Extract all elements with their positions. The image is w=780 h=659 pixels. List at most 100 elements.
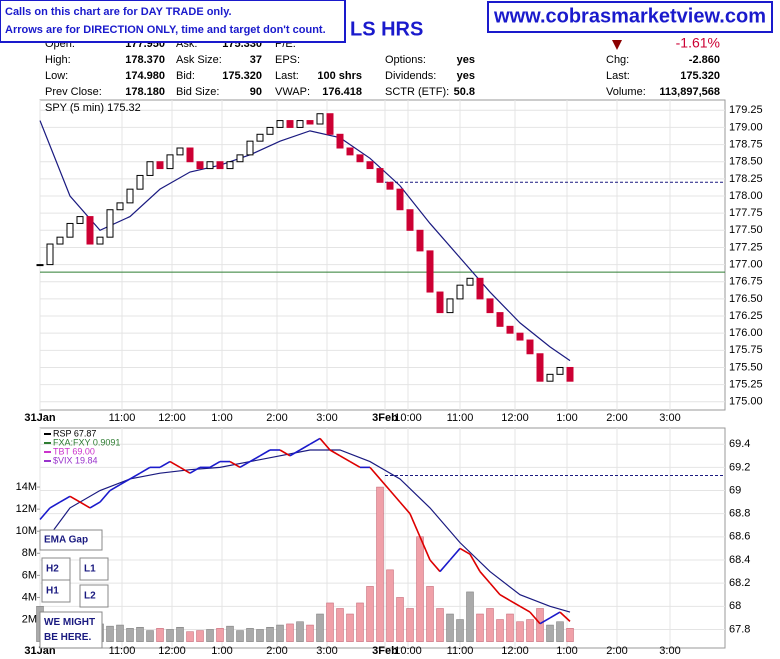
quote-value: 178.180 bbox=[125, 86, 165, 98]
volume-bar bbox=[346, 613, 354, 642]
y-tick-label: 175.75 bbox=[729, 344, 763, 356]
y-tick-label: 69.2 bbox=[729, 461, 750, 473]
volume-bar bbox=[306, 624, 314, 642]
volume-bar bbox=[426, 586, 434, 642]
quote-value: 176.418 bbox=[322, 86, 362, 98]
rsp-segment bbox=[349, 460, 361, 469]
y-tick-label: 176.75 bbox=[729, 276, 763, 288]
y-tick-label: 68.8 bbox=[729, 508, 750, 520]
rsp-segment bbox=[369, 466, 381, 480]
candle bbox=[206, 161, 214, 170]
volume-tick-label: 10M bbox=[16, 525, 37, 537]
annotation-text: EMA Gap bbox=[44, 535, 88, 546]
rsp-segment bbox=[319, 437, 331, 451]
candle bbox=[336, 133, 344, 149]
candle bbox=[66, 222, 74, 238]
candle bbox=[96, 236, 104, 245]
x-tick-label: 11:00 bbox=[447, 645, 474, 657]
rsp-segment bbox=[209, 460, 221, 469]
volume-bar bbox=[336, 608, 344, 642]
volume-bar bbox=[136, 626, 144, 642]
candle bbox=[196, 161, 204, 170]
candle bbox=[76, 216, 84, 224]
volume-bar bbox=[556, 621, 564, 642]
candle bbox=[306, 120, 314, 125]
candle bbox=[146, 161, 154, 176]
rsp-segment bbox=[409, 513, 421, 538]
quote-value: 100 shrs bbox=[317, 70, 362, 82]
x-tick-label: 11:00 bbox=[109, 412, 136, 424]
candle bbox=[156, 161, 164, 170]
y-tick-label: 69.4 bbox=[729, 438, 750, 450]
x-tick-label: 2:00 bbox=[606, 412, 627, 424]
x-tick-label: 12:00 bbox=[158, 412, 186, 424]
quote-label: Bid: bbox=[176, 70, 195, 82]
rsp-segment bbox=[49, 501, 61, 509]
quote-label: High: bbox=[45, 54, 71, 66]
volume-bar bbox=[186, 631, 194, 642]
candle bbox=[166, 154, 174, 170]
annotation-text: H2 bbox=[46, 564, 59, 575]
x-tick-label: 2:00 bbox=[606, 645, 627, 657]
volume-tick-label: 14M bbox=[16, 481, 37, 493]
volume-bar bbox=[486, 608, 494, 642]
y-tick-label: 68.4 bbox=[729, 554, 750, 566]
notice-box bbox=[0, 0, 346, 43]
quote-value: 175.320 bbox=[222, 70, 262, 82]
quote-value: -2.860 bbox=[689, 54, 720, 66]
down-arrow bbox=[612, 40, 622, 50]
volume-tick-label: 4M bbox=[22, 591, 37, 603]
notice-line: Calls on this chart are for DAY TRADE on… bbox=[5, 6, 232, 18]
volume-bar bbox=[206, 629, 214, 642]
y-tick-label: 68.6 bbox=[729, 531, 750, 543]
candle bbox=[506, 325, 514, 334]
candle bbox=[106, 209, 114, 238]
rsp-segment bbox=[189, 466, 201, 474]
x-tick-label: 3Feb bbox=[372, 412, 398, 424]
volume-bar bbox=[436, 608, 444, 642]
rsp-segment bbox=[99, 490, 111, 503]
rsp-segment bbox=[499, 594, 511, 602]
candle bbox=[376, 168, 384, 183]
x-tick-label: 1:00 bbox=[211, 412, 232, 424]
quote-value: 178.370 bbox=[125, 54, 165, 66]
rsp-segment bbox=[509, 599, 521, 608]
quote-label: SCTR (ETF): bbox=[385, 86, 449, 98]
volume-bar bbox=[456, 619, 464, 642]
x-tick-label: 12:00 bbox=[501, 645, 529, 657]
volume-tick-label: 8M bbox=[22, 547, 37, 559]
volume-bar bbox=[516, 621, 524, 642]
candle bbox=[456, 284, 464, 300]
candle bbox=[536, 353, 544, 382]
quote-value: 37 bbox=[250, 54, 262, 66]
candle bbox=[136, 174, 144, 190]
x-tick-label: 10:00 bbox=[394, 412, 422, 424]
y-tick-label: 176.50 bbox=[729, 293, 763, 305]
volume-bar bbox=[146, 630, 154, 642]
rsp-segment bbox=[519, 605, 531, 613]
candle bbox=[276, 120, 284, 128]
annotation-box bbox=[41, 579, 71, 603]
candle bbox=[326, 113, 334, 135]
y-tick-label: 179.00 bbox=[729, 121, 763, 133]
x-tick-label: 2:00 bbox=[266, 645, 287, 657]
rsp-segment bbox=[549, 611, 561, 619]
volume-bar bbox=[496, 619, 504, 642]
rsp-segment bbox=[139, 466, 151, 474]
volume-bar bbox=[246, 628, 254, 642]
x-tick-label: 11:00 bbox=[447, 412, 474, 424]
quote-label: Ask Size: bbox=[176, 54, 222, 66]
candle bbox=[526, 339, 534, 355]
rsp-segment bbox=[259, 449, 271, 457]
x-tick-label: 3:00 bbox=[316, 645, 337, 657]
x-tick-label: 1:00 bbox=[556, 412, 577, 424]
annotation-text: L2 bbox=[84, 591, 96, 602]
volume-bar bbox=[266, 626, 274, 642]
volume-bar bbox=[406, 608, 414, 642]
candle bbox=[286, 120, 294, 128]
candle bbox=[126, 188, 134, 204]
quote-label: Last: bbox=[606, 70, 630, 82]
rsp-segment bbox=[119, 478, 131, 486]
rsp-segment bbox=[389, 490, 401, 503]
